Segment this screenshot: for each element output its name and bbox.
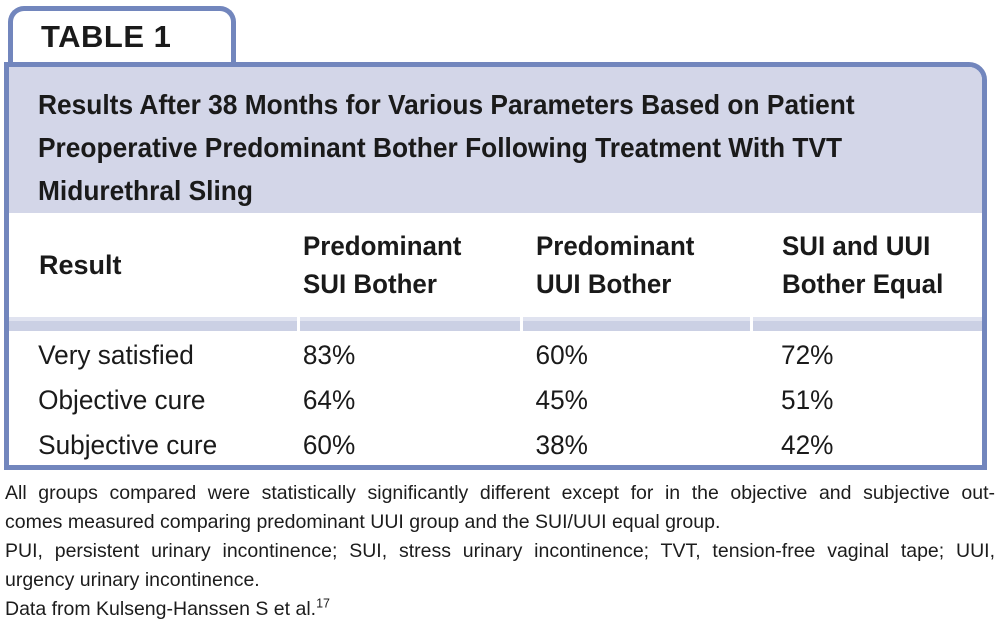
row-value: 72%	[781, 340, 834, 370]
row-value: 60%	[535, 340, 588, 370]
row-label: Subjective cure	[38, 430, 218, 460]
table-number-tab: TABLE 1	[8, 6, 236, 62]
table-body: Very satisfied 83% 60% 72% Objective cur…	[9, 331, 982, 465]
footnote-citation: Data from Kulseng-Hanssen S et al.17	[5, 595, 995, 623]
separator-band-segment	[520, 317, 750, 331]
separator-band-segment	[297, 317, 520, 331]
column-header-sui-and-uui-bother-equal: SUI and UUI Bother Equal	[782, 231, 944, 299]
table-title-line-1: Results After 38 Months for Various Para…	[38, 89, 855, 120]
row-value: 64%	[302, 385, 356, 415]
table-title-line-2: Preoperative Predominant Bother Followin…	[38, 132, 843, 163]
row-label: Objective cure	[38, 385, 206, 415]
table-title-block: Results After 38 Months for Various Para…	[9, 67, 982, 213]
footnote-abbreviations-line-1: PUI, persistent urinary incontinence; SU…	[5, 540, 995, 562]
table-row: Subjective cure 60% 38% 42%	[9, 423, 982, 465]
separator-band-segment	[750, 317, 982, 331]
table-row: Objective cure 64% 45% 51%	[9, 378, 982, 423]
footnote-abbreviations-line-2: urgency urinary incontinence.	[5, 569, 260, 591]
row-label: Very satisfied	[38, 340, 194, 370]
row-value: 45%	[535, 385, 588, 415]
table-panel: Results After 38 Months for Various Para…	[4, 62, 987, 470]
table-row: Very satisfied 83% 60% 72%	[9, 333, 982, 378]
citation-text: Data from Kulseng-Hanssen S et al.	[5, 598, 317, 620]
column-header-result: Result	[39, 250, 122, 280]
table-footnotes: All groups compared were statistically s…	[5, 479, 995, 623]
row-value: 60%	[302, 430, 356, 460]
row-value: 38%	[535, 430, 588, 460]
column-header-predominant-sui-bother: Predominant SUI Bother	[303, 231, 462, 299]
row-value: 83%	[302, 340, 356, 370]
table-header-row: Result Predominant SUI Bother Predominan…	[9, 213, 982, 317]
separator-band-segment	[9, 317, 297, 331]
table-number-label: TABLE 1	[41, 18, 172, 54]
row-value: 51%	[781, 385, 834, 415]
citation-superscript: 17	[316, 596, 330, 611]
footnote-statistics-line-2: comes measured comparing predominant UUI…	[5, 511, 721, 533]
table-title-line-3: Midurethral Sling	[38, 175, 253, 206]
row-value: 42%	[781, 430, 834, 460]
footnote-statistics-line-1: All groups compared were statistically s…	[5, 482, 995, 504]
column-header-predominant-uui-bother: Predominant UUI Bother	[536, 231, 695, 299]
separator-band	[9, 317, 982, 331]
